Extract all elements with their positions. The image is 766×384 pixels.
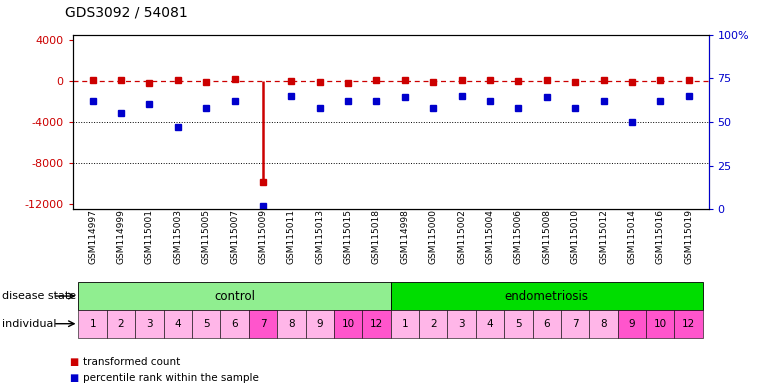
Text: 5: 5: [203, 319, 209, 329]
Bar: [136, 310, 164, 338]
Text: GSM115014: GSM115014: [627, 209, 637, 264]
Text: 4: 4: [486, 319, 493, 329]
Text: 8: 8: [601, 319, 607, 329]
Bar: [447, 310, 476, 338]
Text: 5: 5: [515, 319, 522, 329]
Text: GSM115003: GSM115003: [173, 209, 182, 264]
Text: disease state: disease state: [2, 291, 76, 301]
Text: GSM114997: GSM114997: [88, 209, 97, 264]
Text: GSM115019: GSM115019: [684, 209, 693, 264]
Bar: [221, 310, 249, 338]
Text: 9: 9: [316, 319, 323, 329]
Text: GSM115008: GSM115008: [542, 209, 552, 264]
Text: endometriosis: endometriosis: [505, 290, 589, 303]
Bar: [277, 310, 306, 338]
Bar: [78, 282, 391, 310]
Text: 1: 1: [401, 319, 408, 329]
Bar: [78, 310, 106, 338]
Text: GSM115000: GSM115000: [429, 209, 437, 264]
Bar: [476, 310, 504, 338]
Text: 6: 6: [543, 319, 550, 329]
Text: 10: 10: [342, 319, 355, 329]
Text: 7: 7: [572, 319, 578, 329]
Text: GSM115013: GSM115013: [315, 209, 324, 264]
Bar: [675, 310, 703, 338]
Text: GSM115011: GSM115011: [286, 209, 296, 264]
Text: ■: ■: [69, 373, 78, 383]
Bar: [192, 310, 221, 338]
Bar: [391, 310, 419, 338]
Text: GSM115002: GSM115002: [457, 209, 466, 264]
Text: GSM114998: GSM114998: [401, 209, 409, 264]
Text: 2: 2: [118, 319, 124, 329]
Bar: [617, 310, 646, 338]
Text: 9: 9: [629, 319, 635, 329]
Text: GSM115005: GSM115005: [201, 209, 211, 264]
Text: GSM115009: GSM115009: [258, 209, 267, 264]
Text: 10: 10: [653, 319, 667, 329]
Bar: [391, 282, 703, 310]
Text: 2: 2: [430, 319, 437, 329]
Text: 7: 7: [260, 319, 267, 329]
Text: GSM115012: GSM115012: [599, 209, 608, 264]
Text: GSM114999: GSM114999: [116, 209, 126, 264]
Bar: [589, 310, 617, 338]
Bar: [504, 310, 532, 338]
Text: GSM115007: GSM115007: [230, 209, 239, 264]
Text: 12: 12: [370, 319, 383, 329]
Text: 8: 8: [288, 319, 295, 329]
Text: GSM115016: GSM115016: [656, 209, 665, 264]
Text: 12: 12: [682, 319, 696, 329]
Text: transformed count: transformed count: [83, 358, 180, 367]
Bar: [561, 310, 589, 338]
Text: GSM115004: GSM115004: [486, 209, 495, 264]
Text: GDS3092 / 54081: GDS3092 / 54081: [65, 5, 188, 19]
Text: 1: 1: [90, 319, 96, 329]
Bar: [532, 310, 561, 338]
Text: individual: individual: [2, 319, 56, 329]
Bar: [306, 310, 334, 338]
Text: 3: 3: [458, 319, 465, 329]
Text: 3: 3: [146, 319, 152, 329]
Text: percentile rank within the sample: percentile rank within the sample: [83, 373, 259, 383]
Bar: [106, 310, 136, 338]
Bar: [334, 310, 362, 338]
Bar: [249, 310, 277, 338]
Text: GSM115006: GSM115006: [514, 209, 523, 264]
Text: GSM115010: GSM115010: [571, 209, 580, 264]
Text: ■: ■: [69, 358, 78, 367]
Text: GSM115001: GSM115001: [145, 209, 154, 264]
Text: 6: 6: [231, 319, 238, 329]
Bar: [419, 310, 447, 338]
Bar: [362, 310, 391, 338]
Text: GSM115015: GSM115015: [344, 209, 352, 264]
Text: 4: 4: [175, 319, 181, 329]
Text: control: control: [214, 290, 255, 303]
Bar: [646, 310, 675, 338]
Bar: [164, 310, 192, 338]
Text: GSM115018: GSM115018: [372, 209, 381, 264]
